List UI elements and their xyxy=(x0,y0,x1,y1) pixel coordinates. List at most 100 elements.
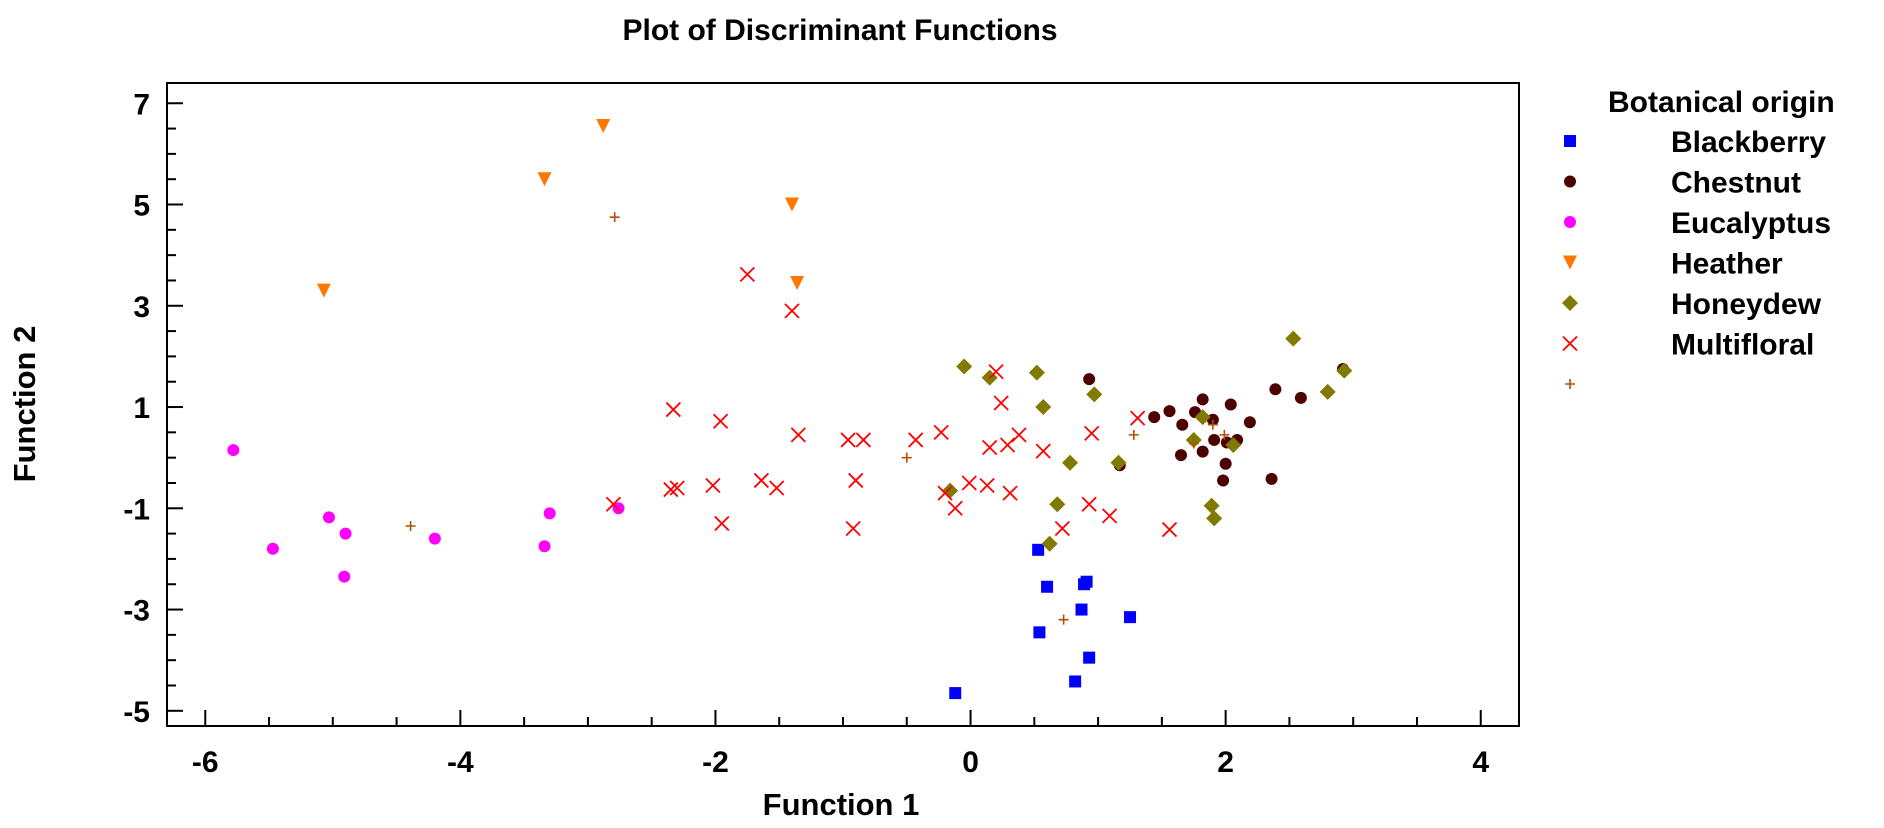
point-multifloral xyxy=(753,472,770,489)
point-multifloral xyxy=(947,500,963,516)
y-tick-label: 5 xyxy=(133,190,150,223)
y-tick-label: -1 xyxy=(123,493,150,526)
point-multifloral xyxy=(937,485,953,501)
point-multifloral xyxy=(1101,508,1118,524)
point-chestnut xyxy=(1208,433,1221,446)
point-blackberry xyxy=(1075,603,1088,616)
legend-label-heather: Heather xyxy=(1671,248,1783,281)
point-multifloral xyxy=(605,496,622,512)
legend-marker-unlabeled xyxy=(1565,379,1575,389)
y-tick-label: 3 xyxy=(133,291,150,324)
point-honeydew xyxy=(1110,454,1127,471)
point-unlabeled xyxy=(1058,614,1069,625)
point-multifloral xyxy=(993,395,1009,411)
point-chestnut xyxy=(1269,383,1282,396)
point-blackberry xyxy=(1069,675,1082,688)
point-multifloral xyxy=(1129,410,1146,426)
point-chestnut xyxy=(1265,472,1278,485)
x-axis-label: Function 1 xyxy=(763,787,920,822)
point-honeydew xyxy=(942,482,959,499)
point-honeydew xyxy=(1285,330,1302,347)
data-points xyxy=(227,119,1353,700)
point-chestnut xyxy=(1224,398,1237,411)
point-honeydew xyxy=(1049,496,1066,513)
legend-marker-eucalyptus xyxy=(1564,216,1576,228)
point-multifloral xyxy=(714,515,730,532)
point-honeydew xyxy=(1028,364,1045,381)
legend-label-chestnut: Chestnut xyxy=(1671,167,1801,200)
x-tick-label: -4 xyxy=(447,746,474,779)
point-blackberry xyxy=(1080,575,1093,588)
point-multifloral xyxy=(961,475,977,491)
point-multifloral xyxy=(1054,520,1071,537)
point-chestnut xyxy=(1196,393,1209,406)
point-eucalyptus xyxy=(428,532,441,545)
point-unlabeled xyxy=(1219,429,1230,440)
point-multifloral xyxy=(712,413,729,429)
point-unlabeled xyxy=(405,521,416,532)
point-multifloral xyxy=(705,477,721,494)
point-blackberry xyxy=(1032,543,1045,556)
point-multifloral xyxy=(1084,425,1100,441)
x-tick-label: -6 xyxy=(192,746,219,779)
point-honeydew xyxy=(1225,437,1242,454)
point-heather xyxy=(316,283,331,298)
point-honeydew xyxy=(1086,386,1103,403)
point-honeydew xyxy=(1041,535,1058,552)
point-multifloral xyxy=(933,424,949,440)
point-multifloral xyxy=(982,439,998,456)
point-chestnut xyxy=(1163,405,1176,418)
point-multifloral xyxy=(769,480,785,496)
point-multifloral xyxy=(840,432,856,448)
point-multifloral xyxy=(790,427,806,443)
point-multifloral xyxy=(1002,485,1018,501)
chart-title: Plot of Discriminant Functions xyxy=(622,14,1057,47)
plot-frame xyxy=(166,82,1520,727)
legend-label-blackberry: Blackberry xyxy=(1671,126,1826,159)
point-honeydew xyxy=(956,358,973,375)
point-eucalyptus xyxy=(227,444,240,457)
legend: Botanical origin Blackberry Chestnut Eucal… xyxy=(1562,86,1835,389)
point-eucalyptus xyxy=(538,540,551,553)
point-eucalyptus xyxy=(338,570,351,583)
point-multifloral xyxy=(848,472,864,489)
legend-title: Botanical origin xyxy=(1608,86,1835,119)
point-heather xyxy=(784,197,799,212)
point-heather xyxy=(537,172,552,187)
point-multifloral xyxy=(1081,496,1097,512)
point-unlabeled xyxy=(1207,419,1218,430)
point-honeydew xyxy=(1336,362,1353,379)
point-multifloral xyxy=(979,477,995,494)
point-blackberry xyxy=(1033,626,1046,639)
y-tick-label: -3 xyxy=(123,595,150,628)
y-tick-label: -5 xyxy=(123,696,150,729)
point-heather xyxy=(790,275,805,290)
point-multifloral xyxy=(739,266,755,283)
point-honeydew xyxy=(1035,399,1052,416)
point-eucalyptus xyxy=(543,507,556,520)
y-axis: -5 -3 -1 1 3 5 7 xyxy=(123,88,183,729)
point-multifloral xyxy=(1011,427,1027,443)
point-unlabeled xyxy=(1128,429,1139,440)
point-multifloral xyxy=(988,363,1004,380)
legend-marker-multifloral xyxy=(1562,335,1578,352)
point-honeydew xyxy=(1194,409,1211,426)
point-unlabeled xyxy=(901,452,912,463)
point-heather xyxy=(596,119,611,134)
point-honeydew xyxy=(1319,383,1336,400)
point-honeydew xyxy=(1203,497,1220,514)
x-tick-label: 4 xyxy=(1472,746,1489,779)
point-multifloral xyxy=(999,437,1016,453)
legend-marker-heather xyxy=(1563,255,1577,270)
point-multifloral xyxy=(1035,443,1051,459)
x-tick-label: -2 xyxy=(702,746,729,779)
point-chestnut xyxy=(1196,445,1209,458)
point-unlabeled xyxy=(1188,438,1199,449)
point-chestnut xyxy=(1175,449,1187,462)
legend-marker-blackberry xyxy=(1564,135,1576,147)
point-blackberry xyxy=(1041,580,1054,593)
point-multifloral xyxy=(665,401,681,418)
point-eucalyptus xyxy=(266,542,279,555)
point-chestnut xyxy=(1217,474,1230,487)
